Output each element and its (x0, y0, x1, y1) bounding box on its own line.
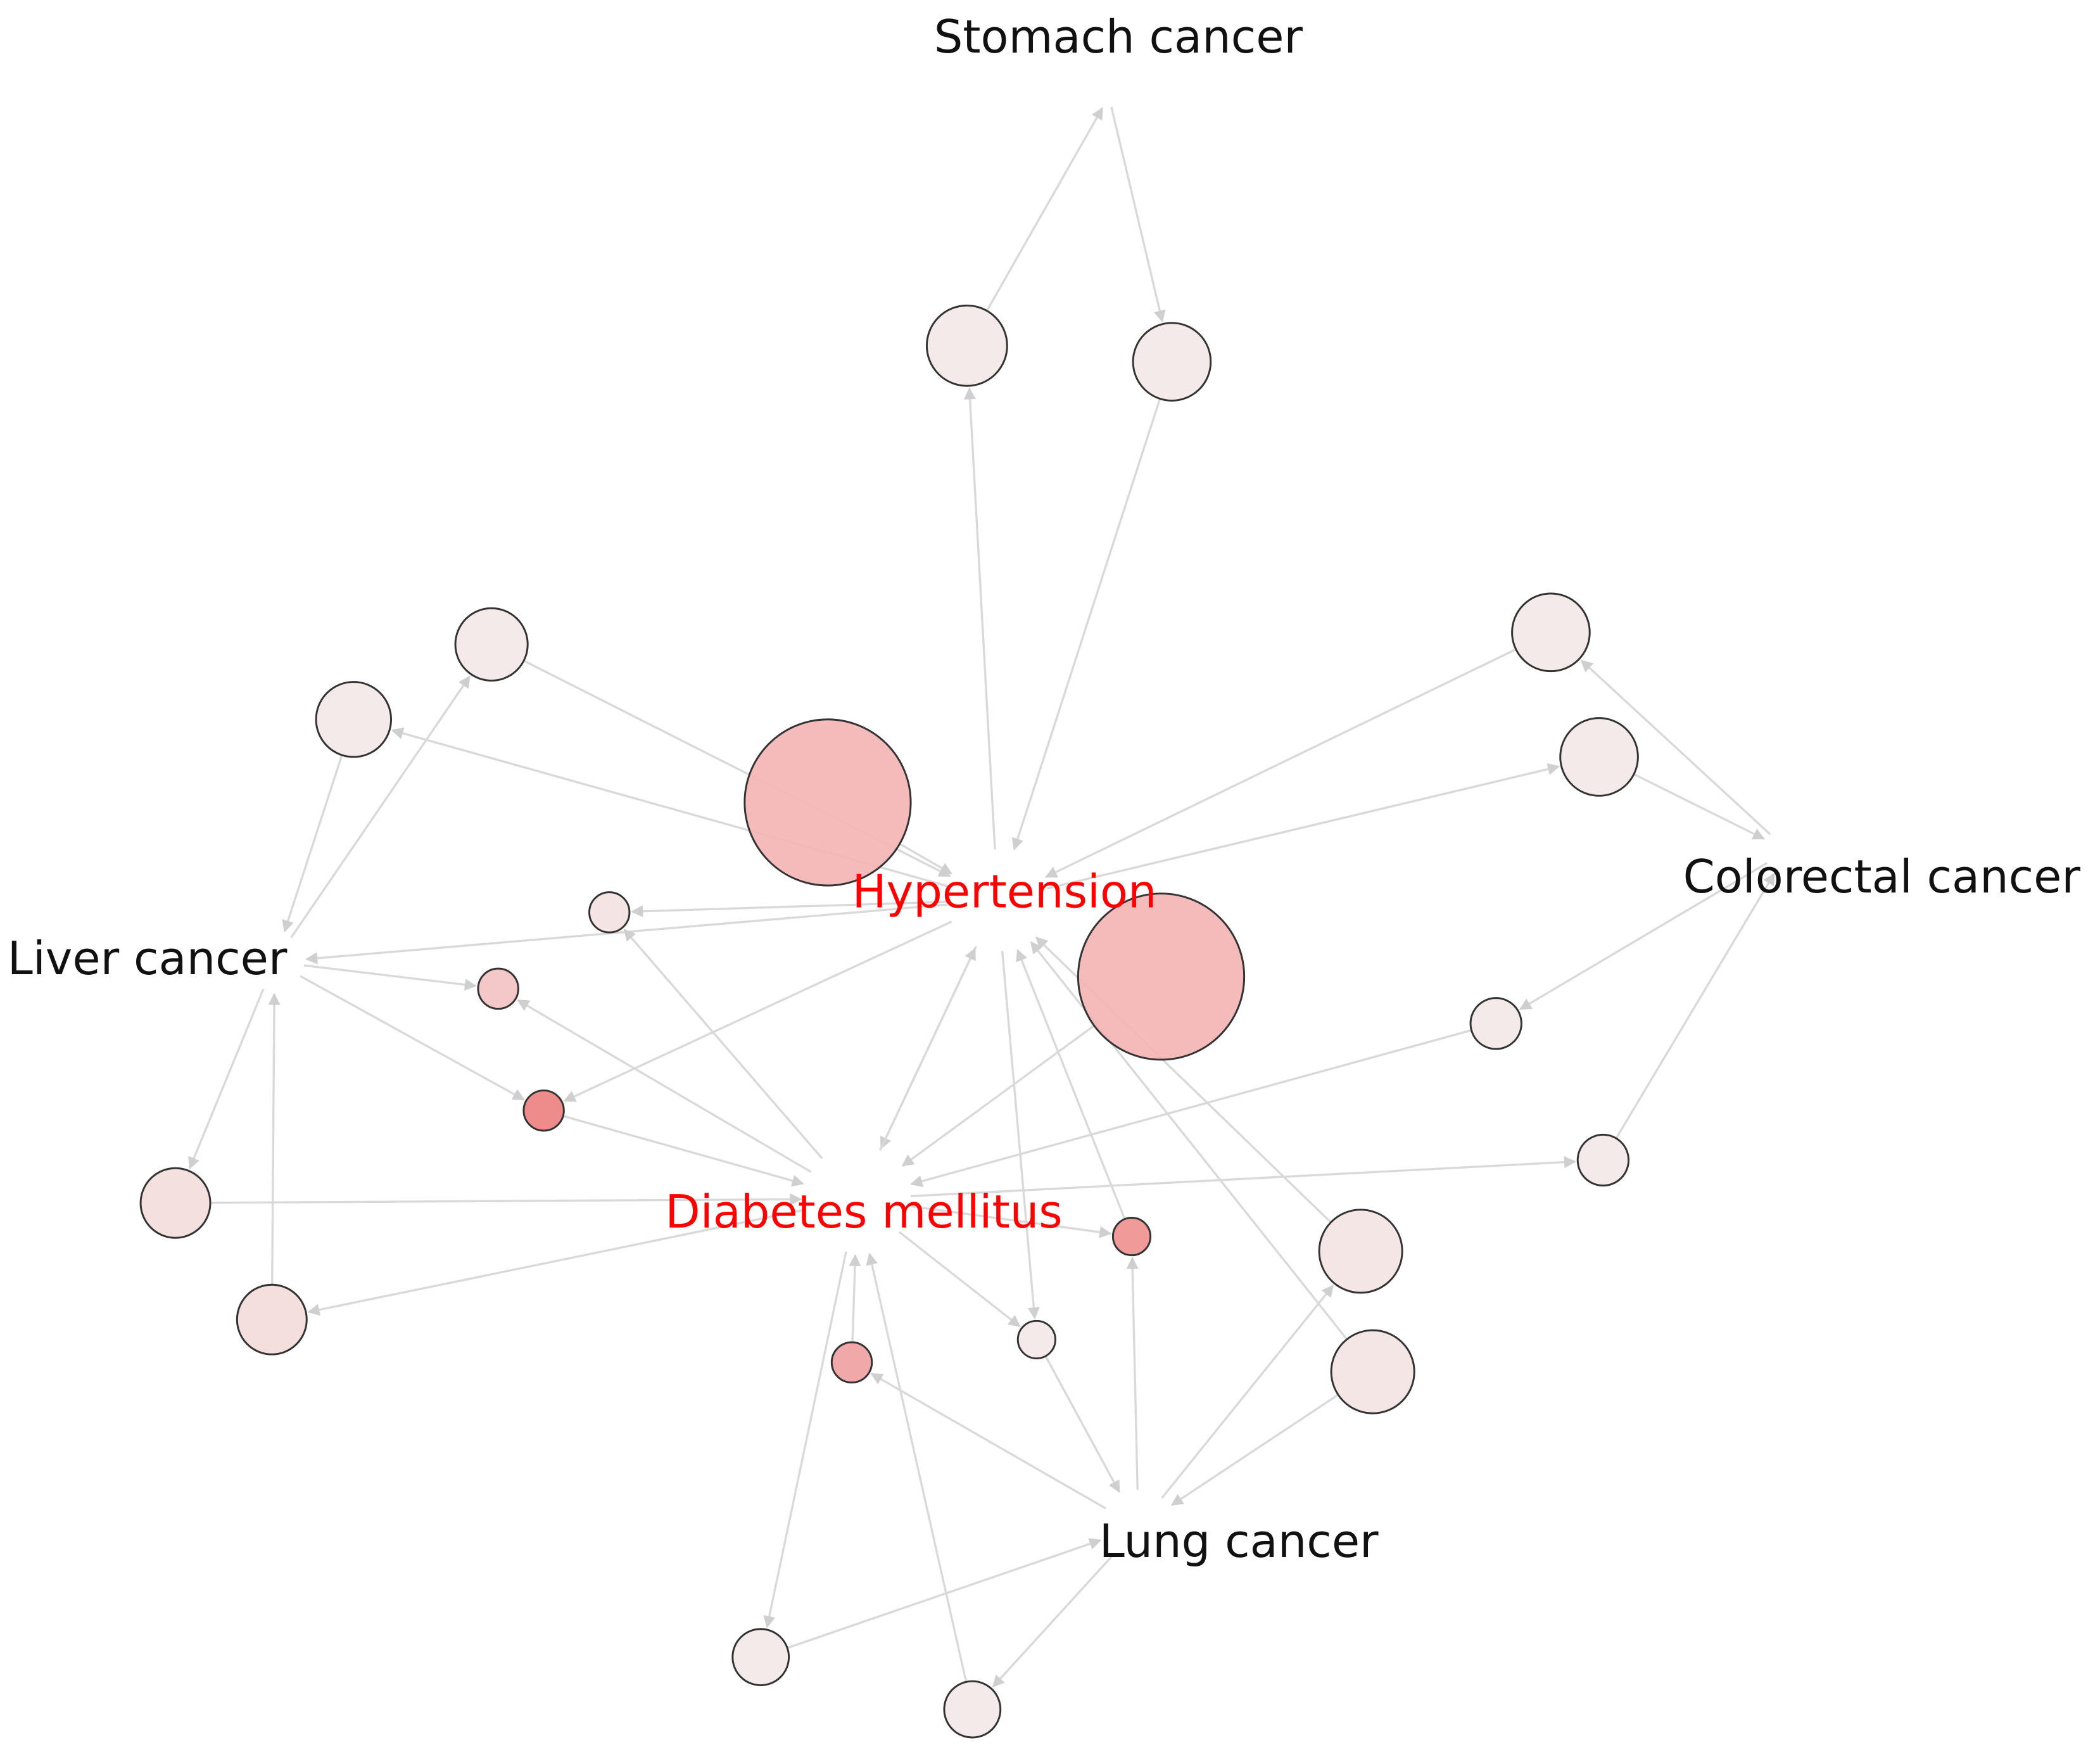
edge-arrow (1044, 648, 1517, 878)
node-circle (1559, 717, 1639, 797)
edge-arrow (1580, 659, 1771, 835)
node-circle (830, 1341, 873, 1384)
edge-arrow (1170, 1394, 1339, 1506)
node-label: Diabetes mellitus (665, 1185, 1062, 1238)
edge-arrow (210, 1193, 802, 1206)
edge-arrow (631, 901, 947, 918)
node-label: Stomach cancer (934, 10, 1303, 63)
node-circle (731, 1628, 790, 1687)
edge-arrow (910, 1029, 1472, 1187)
nodes (139, 304, 1639, 1739)
node-circle (1469, 997, 1522, 1050)
edge-arrow (870, 1373, 1107, 1509)
edge-arrow (899, 842, 952, 875)
node-circle (1016, 1319, 1056, 1360)
edge-arrow (290, 675, 471, 939)
edge-arrow (562, 1115, 804, 1187)
edge-arrow (517, 999, 812, 1173)
edge-arrow (866, 1252, 968, 1682)
edge-arrow (1044, 1356, 1120, 1493)
labels: Stomach cancer Colorectal cancer Liver c… (8, 10, 2081, 1568)
node-circle (1330, 1329, 1415, 1414)
edge-arrow (1110, 106, 1166, 323)
edge-arrow (1633, 773, 1766, 840)
edge-arrow (901, 1024, 1095, 1167)
node-circle (315, 681, 393, 758)
edge-arrow (623, 929, 823, 1159)
node-circle (454, 607, 529, 682)
edge-arrow (910, 1156, 1576, 1198)
edge-arrow (307, 1209, 805, 1316)
node-circle (943, 1680, 1002, 1739)
edge-arrow (1615, 872, 1776, 1139)
edge-arrow (964, 387, 996, 850)
edge-arrow (282, 754, 343, 933)
edge-arrow (1519, 861, 1768, 1010)
node-circle (522, 1089, 565, 1132)
edge-arrow (300, 975, 525, 1101)
edge-arrow (878, 948, 977, 1152)
node-circle (139, 1167, 212, 1239)
edge-arrow (563, 920, 952, 1102)
node-circle (743, 718, 912, 887)
node-circle (236, 1283, 308, 1356)
edge-arrow (910, 1205, 1112, 1238)
node-circle (1077, 892, 1246, 1061)
edge-arrow (188, 988, 265, 1170)
node-circle (588, 891, 631, 934)
node-circle (1132, 322, 1212, 402)
edge-arrow (992, 1554, 1114, 1688)
edge-arrow (849, 1254, 861, 1343)
edge-arrow (1126, 1257, 1139, 1490)
edge-arrow (899, 1231, 1021, 1328)
node-circle (925, 304, 1008, 387)
node-circle (1318, 1209, 1403, 1294)
edge-arrow (1047, 763, 1560, 890)
edge-arrow (1001, 951, 1040, 1320)
node-label: Liver cancer (8, 932, 288, 985)
node-label: Hypertension (852, 865, 1157, 918)
edge-arrow (1161, 1285, 1334, 1499)
edge-arrow (1016, 949, 1126, 1220)
node-label: Colorectal cancer (1683, 850, 2081, 903)
node-label: Lung cancer (1099, 1515, 1379, 1568)
edge-arrow (763, 1251, 847, 1629)
edge-arrow (303, 964, 477, 991)
edge-arrow (787, 1538, 1102, 1649)
node-circle (1111, 1217, 1152, 1257)
node-circle (477, 967, 519, 1010)
edge-arrow (1011, 398, 1161, 851)
node-circle (1576, 1133, 1630, 1187)
node-circle (1511, 592, 1591, 673)
edge-arrow (268, 993, 281, 1285)
edge-arrow (985, 107, 1104, 312)
